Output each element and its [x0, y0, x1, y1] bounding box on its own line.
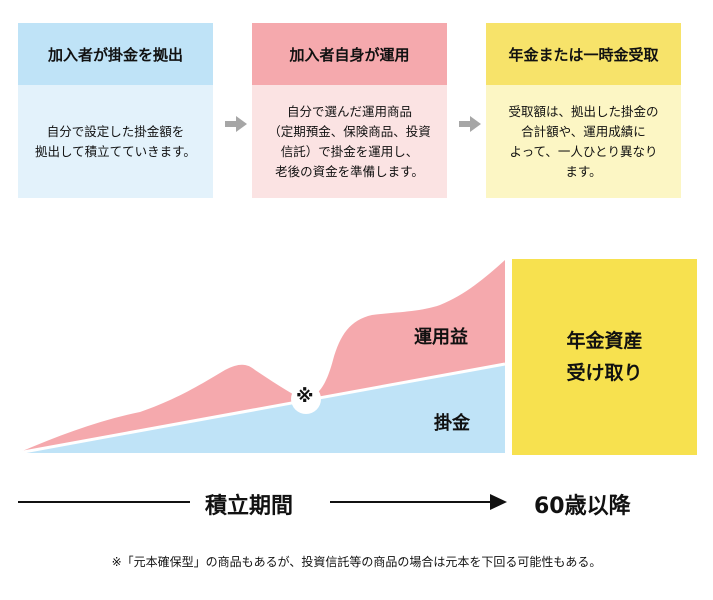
investment-profit-label: 運用益 [414, 327, 468, 348]
step-description: 受取額は、拠出した掛金の 合計額や、運用成績に よって、一人ひとり異なり ます。 [486, 85, 681, 198]
note-marker [291, 384, 321, 414]
contribution-label: 掛金 [434, 413, 470, 434]
footnote: ※「元本確保型」の商品もあるが、投資信託等の商品の場合は元本を下回る可能性もある… [111, 555, 602, 569]
timeline-arrow [18, 494, 507, 510]
pension-payout-box: 年金資産 受け取り [512, 259, 697, 455]
step-box-invest: 加入者自身が運用 自分で選んだ運用商品 （定期預金、保険商品、投資 信託）で掛金… [252, 23, 447, 198]
step-title: 加入者が掛金を拠出 [18, 23, 213, 85]
asset-growth-diagram [17, 260, 506, 455]
investment-profit-area [18, 260, 505, 453]
step-description: 自分で設定した掛金額を 拠出して積立てていきます。 [18, 85, 213, 198]
pension-payout-label: 年金資産 受け取り [566, 330, 643, 384]
note-mark-text: ※ [296, 386, 314, 407]
step-box-receive: 年金または一時金受取 受取額は、拠出した掛金の 合計額や、運用成績に よって、一… [486, 23, 681, 198]
accumulation-period-label: 積立期間 [205, 494, 294, 519]
step-title: 年金または一時金受取 [486, 23, 681, 85]
step-box-contribute: 加入者が掛金を拠出 自分で設定した掛金額を 拠出して積立てていきます。 [18, 23, 213, 198]
step-description: 自分で選んだ運用商品 （定期預金、保険商品、投資 信託）で掛金を運用し、 老後の… [252, 85, 447, 198]
right-arrow-icon [459, 116, 481, 132]
age-60-label: 60歳以降 [534, 494, 631, 519]
step-title: 加入者自身が運用 [252, 23, 447, 85]
right-arrow-icon [225, 116, 247, 132]
